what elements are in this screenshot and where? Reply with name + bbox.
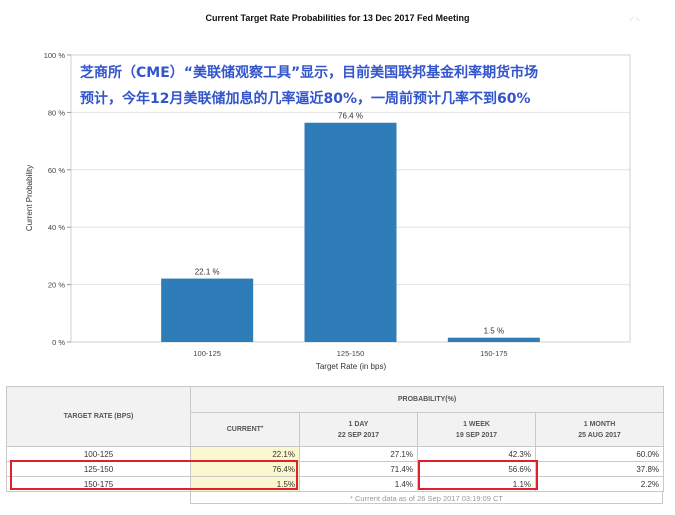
cell-1-month: 60.0% (534, 446, 665, 462)
bar-100-125 (161, 278, 254, 342)
column-header-1-month-label: 1 MONTH (583, 420, 616, 428)
probability-table-container: TARGET RATE (BPS) PROBABILITY(%) CURRENT… (6, 385, 665, 504)
cell-current: 1.5% (190, 476, 300, 492)
column-header-current-label: CURRENT (226, 426, 261, 434)
y-tick-label: 80 % (48, 108, 65, 117)
x-tick-label: 150-175 (480, 349, 508, 358)
column-header-1-week-date: 19 SEP 2017 (455, 431, 498, 439)
x-tick-label: 100-125 (193, 349, 221, 358)
table-footnote: * Current data as of 26 Sep 2017 03:19:0… (190, 492, 663, 504)
cell-current: 76.4% (190, 461, 300, 477)
cell-1-month: 2.2% (534, 476, 665, 492)
bar-value-label: 1.5 % (484, 327, 504, 336)
cell-1-day: 71.4% (299, 461, 418, 477)
bar-value-label: 22.1 % (195, 268, 220, 277)
cell-1-day: 27.1% (299, 446, 418, 462)
row-rate: 100-125 (6, 446, 191, 462)
footnote-marker: * (260, 426, 264, 433)
bar-125-150 (304, 122, 397, 343)
table-row: 100-125 22.1% 27.1% 42.3% 60.0% (6, 446, 665, 462)
y-tick-label: 20 % (48, 281, 65, 290)
bar-chart: 0 % 20 % 40 % 60 % 80 % 100 % 22.1 % 100-125 76.… (25, 51, 631, 371)
cell-current: 22.1% (190, 446, 300, 462)
column-header-1-day-date: 22 SEP 2017 (337, 431, 380, 439)
column-header-1-month-date: 25 AUG 2017 (578, 431, 621, 439)
annotation-text: 芝商所（CME）“美联储观察工具”显示，目前美国联邦基金利率期货市场 预计，今年… (80, 60, 600, 112)
column-header-1-month: 1 MONTH 25 AUG 2017 (534, 412, 665, 447)
chart-bars (161, 122, 540, 343)
bar-150-175 (447, 337, 540, 342)
y-tick-label: 40 % (48, 223, 65, 232)
chart-title: Current Target Rate Probabilities for 13… (205, 13, 470, 23)
column-header-1-day: 1 DAY 22 SEP 2017 (299, 412, 418, 447)
row-rate: 125-150 (6, 461, 191, 477)
row-rate: 150-175 (6, 476, 191, 492)
y-tick-label: 60 % (48, 166, 65, 175)
bar-value-label: 76.4 % (338, 112, 363, 121)
annotation-line-1: 芝商所（CME）“美联储观察工具”显示，目前美国联邦基金利率期货市场 (80, 65, 539, 81)
column-header-current: CURRENT* (190, 412, 300, 447)
target-rate-header: TARGET RATE (BPS) (6, 386, 191, 447)
table-row: 125-150 76.4% 71.4% 56.6% 37.8% (6, 461, 665, 477)
y-axis-label: Current Probability (25, 165, 34, 231)
y-tick-label: 0 % (52, 338, 65, 347)
table-row: 150-175 1.5% 1.4% 1.1% 2.2% (6, 476, 665, 492)
x-tick-label: 125-150 (337, 349, 365, 358)
annotation-line-2: 预计，今年12月美联储加息的几率逼近80%，一周前预计几率不到60% (80, 91, 531, 107)
cell-1-day: 1.4% (299, 476, 418, 492)
column-header-1-week: 1 WEEK 19 SEP 2017 (417, 412, 536, 447)
cell-1-week: 1.1% (417, 476, 536, 492)
column-header-1-day-label: 1 DAY (348, 420, 369, 428)
x-axis-label: Target Rate (in bps) (316, 362, 387, 371)
y-tick-label: 100 % (44, 51, 66, 60)
corner-logo-mark: ⸝⸜ (629, 12, 641, 23)
chart-labels: 0 % 20 % 40 % 60 % 80 % 100 % 22.1 % 100-125 76.… (44, 51, 508, 358)
cell-1-month: 37.8% (534, 461, 665, 477)
probability-table: TARGET RATE (BPS) PROBABILITY(%) CURRENT… (6, 385, 665, 492)
probability-header: PROBABILITY(%) (189, 385, 665, 414)
column-header-1-week-label: 1 WEEK (463, 420, 490, 428)
cell-1-week: 42.3% (417, 446, 536, 462)
cell-1-week: 56.6% (417, 461, 536, 477)
